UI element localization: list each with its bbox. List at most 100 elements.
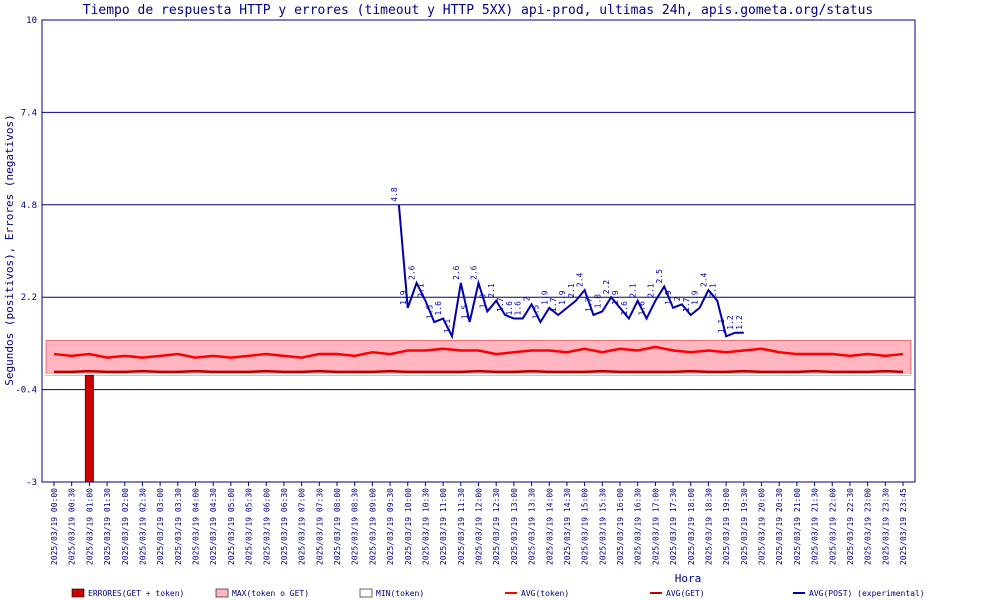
x-tick-label: 2025/03/19 03:30 [174,488,183,565]
range-bands [45,340,912,376]
x-tick-label: 2025/03/19 15:00 [581,488,590,565]
x-tick-label: 2025/03/19 23:00 [864,488,873,565]
legend-swatch [215,588,229,598]
y-tick-label: 2.2 [21,293,37,303]
post-value-label: 2.1 [646,283,655,298]
band-min-token- [45,373,912,376]
post-value-label: 1.2 [735,315,744,330]
post-value-label: 1.6 [505,301,514,316]
post-value-label: 1.6 [638,301,647,316]
x-tick-label: 2025/03/19 05:30 [245,488,254,565]
legend-label: ERRORES(GET + token) [88,589,184,598]
error-bars [84,374,94,483]
y-tick-label: 10 [26,16,37,26]
x-tick-label: 2025/03/19 02:00 [121,488,130,565]
y-tick-label: -3 [26,478,37,488]
x-tick-label: 2025/03/19 01:00 [85,488,94,565]
x-tick-label: 2025/03/19 03:00 [156,488,165,565]
x-tick-label: 2025/03/19 11:30 [457,488,466,565]
legend-label: MAX(token o GET) [232,589,309,598]
x-tick-label: 2025/03/19 16:00 [616,488,625,565]
x-tick-label: 2025/03/19 23:30 [881,488,890,565]
x-tick-label: 2025/03/19 17:30 [669,488,678,565]
x-tick-label: 2025/03/19 04:00 [192,488,201,565]
post-value-label: 1.9 [558,290,567,305]
post-value-label: 2.5 [655,269,664,284]
legend-label: AVG(GET) [666,589,705,598]
x-tick-label: 2025/03/19 00:30 [68,488,77,565]
x-tick-label: 2025/03/19 06:30 [280,488,289,565]
post-value-label: 1.9 [540,290,549,305]
post-value-label: 1.5 [425,304,434,319]
x-tick-label: 2025/03/19 11:00 [439,488,448,565]
x-tick-label: 2025/03/19 17:00 [651,488,660,565]
post-value-label: 1.7 [496,297,505,312]
x-tick-labels: 2025/03/19 00:00 2025/03/19 00:30 2025/03/… [50,488,908,565]
legend-swatch [359,588,373,598]
data-labels: 4.81.92.62.11.5 1.61.12.61.52.61.82.11.7 1… [390,187,744,333]
x-tick-label: 2025/03/19 09:00 [368,488,377,565]
post-value-label: 2 [673,296,682,301]
post-value-label: 1.7 [584,297,593,312]
x-axis-label: Hora [675,572,702,585]
x-tick-label: 2025/03/19 09:30 [386,488,395,565]
x-tick-label: 2025/03/19 21:30 [811,488,820,565]
series-line [54,369,904,374]
x-tick-label: 2025/03/19 20:30 [775,488,784,565]
x-tick-label: 2025/03/19 02:30 [138,488,147,565]
series-lines [53,204,904,374]
post-value-label: 1.5 [531,304,540,319]
x-tick-label: 2025/03/19 08:00 [333,488,342,565]
post-value-label: 2.1 [567,283,576,298]
x-tick-label: 2025/03/19 08:30 [351,488,360,565]
legend: ERRORES(GET + token) MAX(token o GET) MIN(… [71,588,925,598]
y-tick-label: 7.4 [21,108,37,118]
post-value-label: 1.9 [399,290,408,305]
x-tick-label: 2025/03/19 12:30 [492,488,501,565]
x-tick-label: 2025/03/19 18:00 [687,488,696,565]
post-value-label: 1.9 [664,290,673,305]
post-value-label: 2.4 [699,272,708,287]
post-value-label: 1.1 [443,319,452,334]
y-tick-label: 4.8 [21,201,37,211]
post-value-label: 1.8 [593,294,602,309]
y-tick-label: -0.4 [15,386,37,396]
x-tick-label: 2025/03/19 16:30 [634,488,643,565]
x-tick-label: 2025/03/19 22:00 [828,488,837,565]
band-max-token-o-get- [45,340,912,376]
post-value-label: 2 [523,296,532,301]
axes [41,19,916,486]
x-tick-label: 2025/03/19 13:30 [528,488,537,565]
x-tick-label: 2025/03/19 21:00 [793,488,802,565]
x-tick-label: 2025/03/19 19:00 [722,488,731,565]
x-tick-label: 2025/03/19 00:00 [50,488,59,565]
legend-label: AVG(token) [521,589,569,598]
post-value-label: 2.2 [602,280,611,295]
post-value-label: 2.1 [416,283,425,298]
post-value-label: 1.9 [691,290,700,305]
post-value-label: 2.6 [470,265,479,280]
x-tick-label: 2025/03/19 22:30 [846,488,855,565]
x-tick-label: 2025/03/19 04:30 [209,488,218,565]
series-line [53,345,904,359]
x-tick-label: 2025/03/19 12:00 [475,488,484,565]
post-value-label: 1.9 [611,290,620,305]
post-value-label: 2.6 [452,265,461,280]
legend-swatch [71,588,85,598]
x-tick-label: 2025/03/19 18:30 [704,488,713,565]
x-tick-label: 2025/03/19 06:00 [262,488,271,565]
post-value-label: 1.7 [682,297,691,312]
post-value-label: 2.4 [576,272,585,287]
x-tick-label: 2025/03/19 13:00 [510,488,519,565]
post-value-label: 4.8 [390,187,399,202]
x-tick-label: 2025/03/19 20:00 [758,488,767,565]
x-tick-label: 2025/03/19 14:00 [545,488,554,565]
x-tick-label: 2025/03/19 10:00 [404,488,413,565]
y-tick-labels: 10 7.4 4.8 2.2 -0.4 -3 [15,16,37,488]
x-tick-label: 2025/03/19 10:30 [421,488,430,565]
post-value-label: 1.6 [434,301,443,316]
legend-label: MIN(token) [376,589,424,598]
y-axis-label: Segundos (positivos), Errores (negativos… [3,114,16,386]
error-bar [84,374,94,483]
